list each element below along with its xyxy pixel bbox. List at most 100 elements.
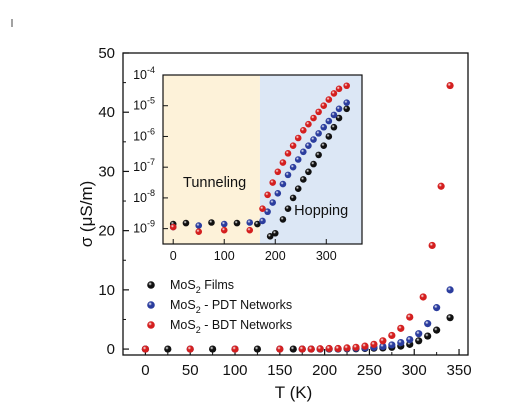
marker-body	[269, 179, 277, 186]
marker-body	[305, 142, 312, 149]
marker-body	[379, 342, 387, 351]
legend-label-base: MoS	[170, 278, 196, 292]
marker-body	[343, 105, 350, 113]
inset-data-point	[274, 168, 282, 176]
marker-body	[310, 160, 317, 168]
inset-data-point	[289, 194, 297, 202]
data-point	[289, 345, 297, 353]
inset-x-tick-label: 300	[316, 249, 337, 263]
inset-data-point	[300, 127, 307, 134]
inset-data-point	[284, 171, 292, 179]
marker-body	[231, 345, 239, 353]
marker-body	[276, 345, 284, 353]
inset-y-tick-base: 10	[133, 68, 147, 82]
inset-data-point	[315, 151, 322, 159]
marker-body	[186, 345, 194, 353]
marker-body	[446, 81, 454, 90]
inset-data-point	[220, 220, 228, 228]
x-tick-label: 50	[182, 362, 199, 379]
inset-data-point	[310, 160, 317, 168]
inset-data-point	[195, 228, 203, 236]
marker-body	[169, 223, 177, 231]
marker-body	[315, 108, 322, 116]
marker-body	[279, 180, 287, 188]
legend-label-rest: - BDT Networks	[201, 318, 292, 332]
inset-data-point	[233, 219, 241, 227]
inset-data-point	[246, 219, 254, 226]
inset-data-point	[300, 176, 307, 183]
inset-data-point	[264, 191, 271, 199]
marker-body	[370, 340, 378, 348]
inset-data-point	[320, 142, 328, 149]
inset-y-tick-label: 10-7	[133, 157, 155, 174]
data-point	[446, 81, 454, 90]
inset-data-point	[310, 136, 317, 143]
marker-body	[246, 226, 254, 234]
data-point	[231, 345, 239, 353]
inset-data-point	[315, 108, 322, 116]
data-point	[406, 313, 414, 321]
legend-label: MoS2 Films	[170, 278, 234, 295]
marker-body	[284, 150, 292, 157]
marker-body	[320, 142, 328, 149]
marker-body	[182, 219, 190, 227]
marker-body	[388, 341, 396, 349]
inset-y-tick-label: 10-4	[133, 65, 155, 82]
inset-x-tick-label: 100	[214, 249, 235, 263]
marker-body	[415, 337, 423, 345]
marker-body	[325, 133, 333, 140]
inset-y-tick-base: 10	[133, 191, 147, 205]
data-point	[307, 345, 315, 353]
legend-label: MoS2 - BDT Networks	[170, 318, 292, 335]
marker-body	[233, 219, 241, 227]
inset-y-tick-label: 10-6	[133, 126, 155, 143]
inset-y-tick-exponent: -5	[147, 96, 155, 106]
inset-data-point	[343, 99, 350, 106]
data-point	[352, 343, 360, 351]
marker-body	[300, 127, 307, 134]
main-plot-frame	[122, 52, 469, 356]
data-point	[415, 330, 423, 338]
y-tick-label: 40	[98, 104, 115, 121]
marker-body	[388, 331, 396, 340]
data-point	[379, 337, 387, 345]
marker-body	[147, 301, 155, 309]
data-point	[253, 345, 262, 353]
marker-body	[220, 226, 228, 234]
marker-body	[264, 191, 271, 199]
marker-body	[343, 99, 350, 106]
legend-label-base: MoS	[170, 318, 196, 332]
region-label-tunneling: Tunneling	[183, 175, 246, 191]
legend-label-subscript: 2	[196, 285, 201, 295]
inset-y-tick-label: 10-8	[133, 188, 155, 205]
marker-body	[335, 105, 343, 113]
marker-body	[415, 330, 423, 338]
inset-data-point	[343, 105, 350, 113]
marker-body	[289, 163, 297, 171]
marker-body	[330, 111, 338, 119]
inset-data-point	[279, 216, 287, 223]
inset-data-point	[274, 190, 282, 197]
legend-label-base: MoS	[170, 298, 196, 312]
legend-item: MoS2 Films	[147, 278, 234, 295]
marker-body	[264, 208, 271, 216]
inset-data-point	[335, 85, 343, 93]
x-tick-label: 250	[357, 362, 382, 379]
region-tunneling	[163, 75, 260, 244]
inset-data-point	[343, 82, 350, 90]
y-tick-label: 50	[98, 45, 115, 62]
inset-y-tick-exponent: -7	[147, 157, 155, 167]
marker-body	[361, 342, 369, 350]
data-point	[397, 338, 405, 347]
inset-data-point	[315, 130, 322, 137]
inset-data-point	[279, 180, 287, 188]
marker-body	[315, 130, 322, 137]
inset-data-point	[269, 179, 277, 186]
inset-data-point	[254, 220, 261, 228]
inset-data-point	[246, 226, 254, 234]
marker-body	[397, 324, 405, 332]
inset-data-point	[284, 205, 292, 212]
data-point	[334, 344, 342, 353]
